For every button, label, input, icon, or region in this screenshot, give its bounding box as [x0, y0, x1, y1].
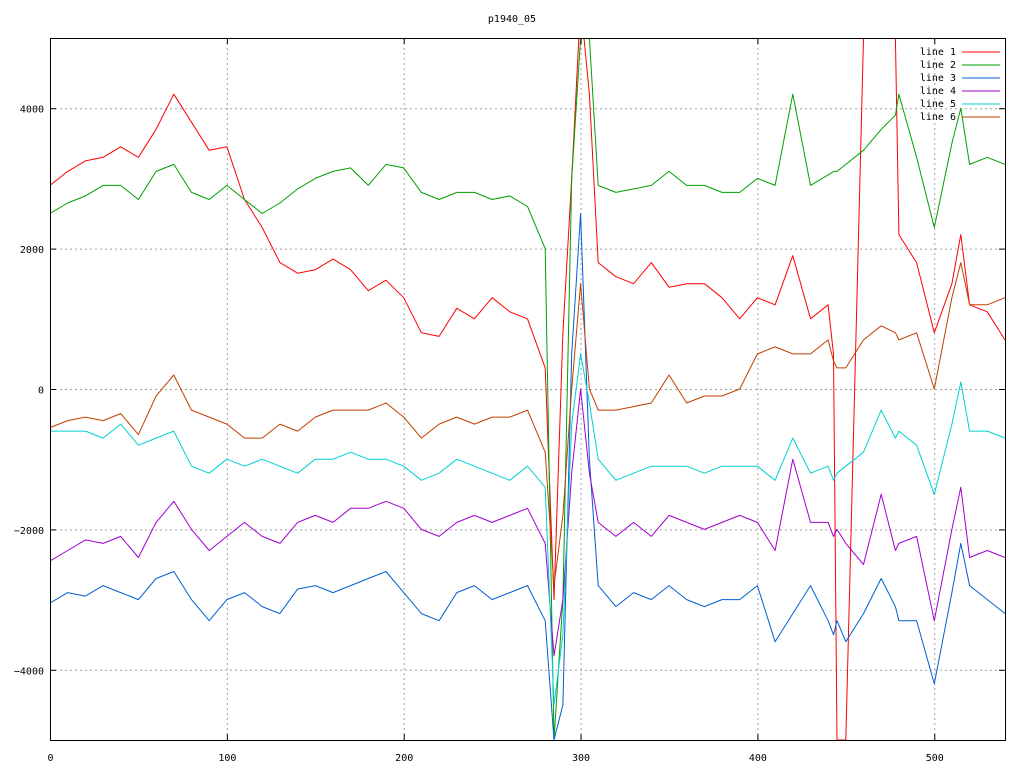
chart-title: p1940_05: [488, 14, 536, 25]
series-group: [50, 38, 1005, 740]
x-axis: 0 100 200 300 400 500: [47, 38, 944, 764]
y-tick-label: −4000: [14, 666, 44, 677]
y-tick-label: 2000: [20, 245, 44, 256]
y-tick-label: 0: [38, 386, 44, 397]
x-tick-label: 500: [926, 753, 944, 764]
x-tick-label: 400: [749, 753, 767, 764]
legend-label-6: line 6: [920, 112, 956, 123]
series-line-1: [50, 38, 1005, 740]
y-tick-label: −2000: [14, 526, 44, 537]
series-line-6: [50, 262, 1005, 587]
legend-label-4: line 4: [920, 86, 956, 97]
x-tick-label: 200: [395, 753, 413, 764]
plot-frame: [50, 38, 1006, 741]
legend-label-1: line 1: [920, 47, 956, 58]
grid: [50, 38, 1005, 740]
series-line-2: [50, 38, 1005, 740]
series-line-3: [50, 213, 1005, 740]
legend: line 1 line 2 line 3 line 4 line 5 line 6: [920, 47, 1000, 123]
x-tick-label: 300: [572, 753, 590, 764]
legend-label-2: line 2: [920, 60, 956, 71]
y-tick-label: 4000: [20, 105, 44, 116]
x-tick-label: 0: [47, 753, 53, 764]
legend-label-3: line 3: [920, 73, 956, 84]
legend-label-5: line 5: [920, 99, 956, 110]
x-tick-label: 100: [218, 753, 236, 764]
y-axis: −4000 −2000 0 2000 4000: [14, 105, 1005, 677]
series-line-5: [50, 353, 1005, 706]
